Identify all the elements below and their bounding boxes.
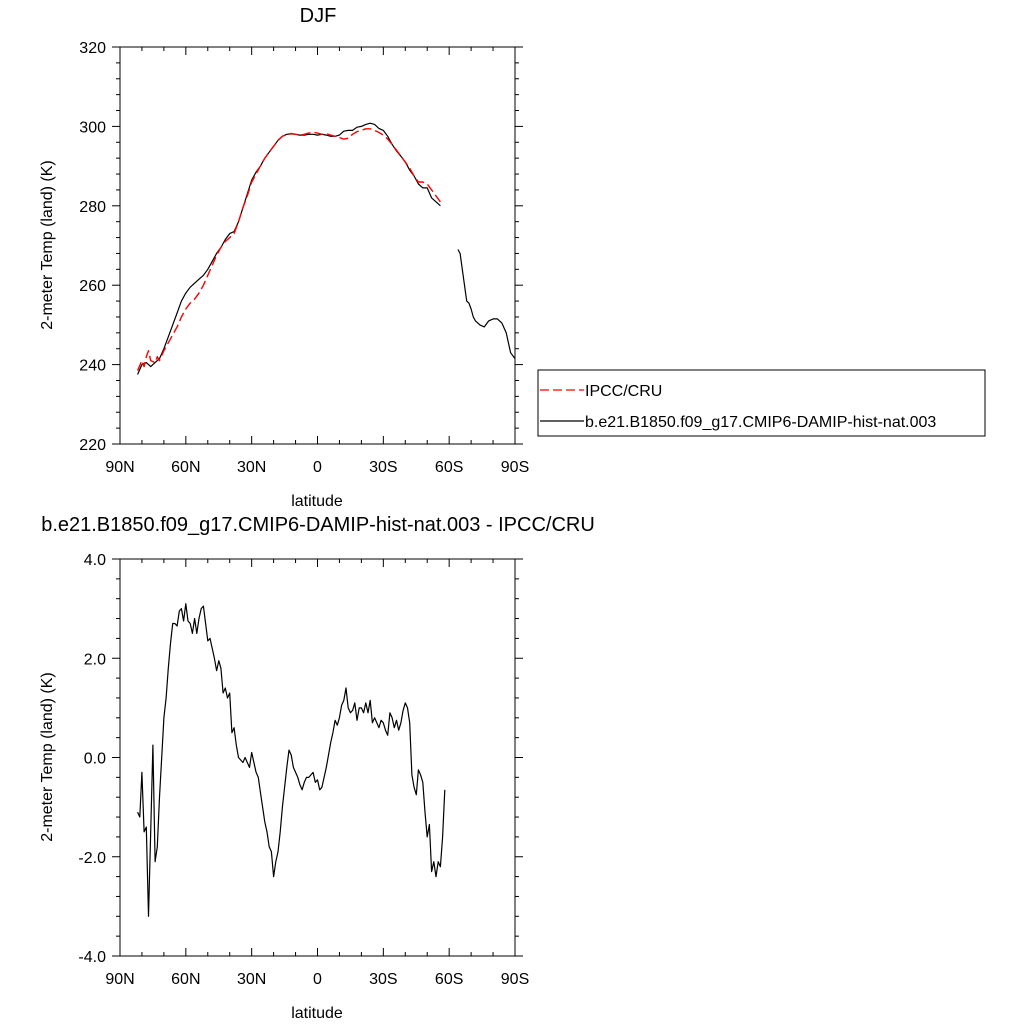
x-tick-label: 0: [313, 459, 322, 476]
y-tick-label: 0.0: [84, 751, 106, 768]
legend: IPCC/CRU b.e21.B1850.f09_g17.CMIP6-DAMIP…: [537, 369, 986, 437]
difference-line: [137, 603, 446, 917]
model-line: [457, 249, 516, 359]
y-tick-label: 300: [79, 119, 106, 136]
y-tick-label: 320: [79, 40, 106, 57]
x-tick-label: 60N: [171, 459, 200, 476]
legend-label-model: b.e21.B1850.f09_g17.CMIP6-DAMIP-hist-nat…: [585, 414, 936, 431]
y-tick-label: 280: [79, 199, 106, 216]
y-tick-label: 4.0: [84, 552, 106, 569]
x-tick-label: 90S: [501, 459, 529, 476]
legend-label-ipcc-cru: IPCC/CRU: [585, 383, 662, 400]
x-tick-label: 90S: [501, 971, 529, 988]
bottom-plot-tick-labels: 90N 60N 30N 0 30S 60S 90S -4.0 -2.0 0.0 2.0 4.0: [78, 552, 529, 988]
y-tick-label: -2.0: [78, 850, 106, 867]
temperature-plot: DJF 90N 60N 30N 0 30S 60S 90S 220 240 260 280 300 32…: [39, 5, 529, 510]
x-tick-label: 90N: [105, 971, 134, 988]
x-tick-label: 90N: [105, 459, 134, 476]
legend-box: [537, 369, 986, 437]
x-tick-label: 30S: [369, 971, 397, 988]
x-tick-label: 30N: [237, 971, 266, 988]
top-plot-tick-labels: 90N 60N 30N 0 30S 60S 90S 220 240 260 280 300 320: [79, 40, 529, 476]
bottom-y-axis-label: 2-meter Temp (land) (K): [39, 672, 56, 842]
x-tick-label: 60S: [435, 971, 463, 988]
y-tick-label: 260: [79, 278, 106, 295]
x-tick-label: 30S: [369, 459, 397, 476]
top-plot-lines: [136, 122, 516, 375]
x-tick-label: 60N: [171, 971, 200, 988]
x-tick-label: 0: [313, 971, 322, 988]
x-tick-label: 60S: [435, 459, 463, 476]
y-tick-label: 220: [79, 437, 106, 454]
x-tick-label: 30N: [237, 459, 266, 476]
top-plot-frame: [119, 46, 516, 445]
bottom-x-axis-label: latitude: [291, 1005, 343, 1022]
difference-plot: b.e21.B1850.f09_g17.CMIP6-DAMIP-hist-nat…: [39, 514, 595, 1022]
y-tick-label: -4.0: [78, 949, 106, 966]
bottom-plot-frame: [119, 558, 516, 957]
bottom-plot-lines: [137, 603, 446, 917]
ipcc-cru-line: [136, 128, 441, 371]
top-y-axis-label: 2-meter Temp (land) (K): [39, 160, 56, 330]
bottom-plot-title: b.e21.B1850.f09_g17.CMIP6-DAMIP-hist-nat…: [41, 514, 595, 536]
top-x-axis-label: latitude: [291, 493, 343, 510]
top-plot-title: DJF: [300, 5, 337, 27]
y-tick-label: 2.0: [84, 651, 106, 668]
y-tick-label: 240: [79, 358, 106, 375]
